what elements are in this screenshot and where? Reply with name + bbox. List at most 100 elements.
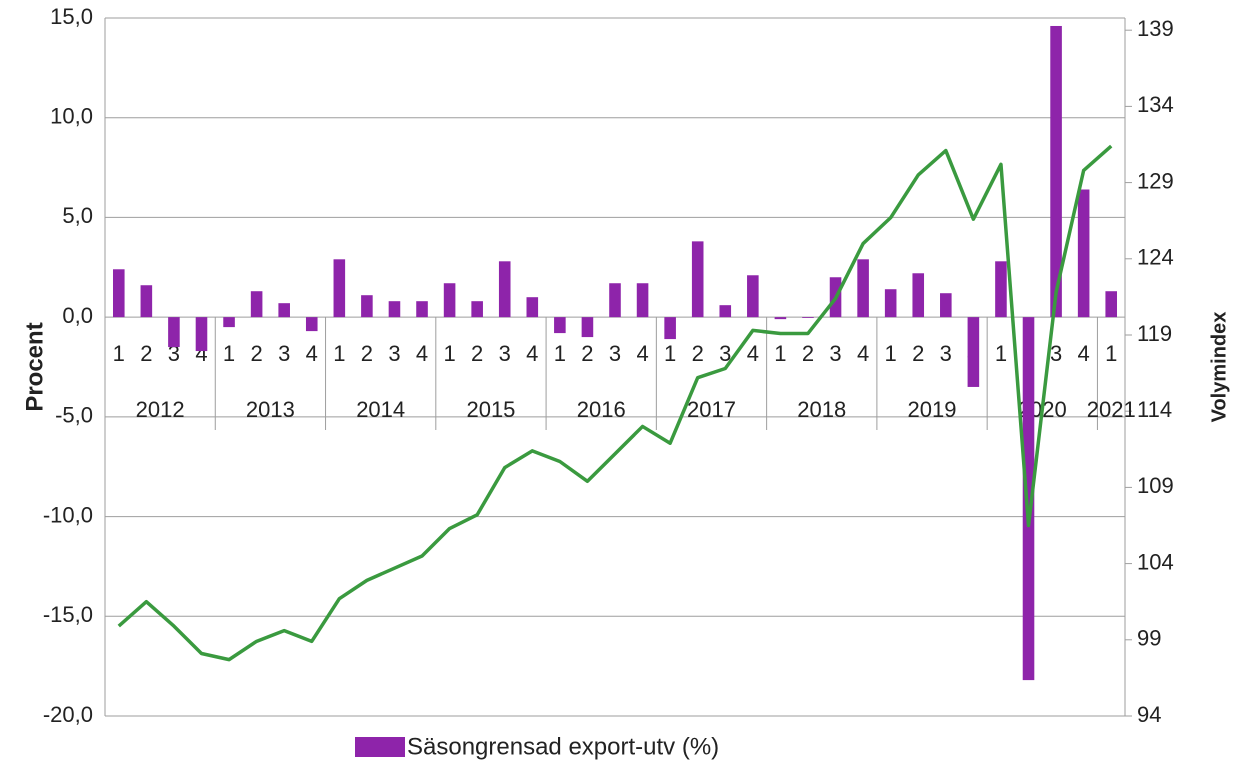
y-tick-label: 5,0 (62, 203, 93, 228)
bar (361, 295, 373, 318)
y2-tick-label: 104 (1137, 549, 1174, 574)
x-tick-label: 1 (223, 341, 235, 366)
bar (223, 317, 235, 328)
x-tick-label: 2 (581, 341, 593, 366)
x-tick-label: 4 (636, 341, 648, 366)
x-group-label: 2014 (356, 397, 405, 422)
y-tick-label: -20,0 (43, 702, 93, 727)
x-tick-label: 2 (912, 341, 924, 366)
x-tick-label: 3 (499, 341, 511, 366)
x-group-label: 2021 (1087, 397, 1136, 422)
x-tick-label: 1 (443, 341, 455, 366)
x-group-label: 2016 (577, 397, 626, 422)
y-tick-label: -15,0 (43, 602, 93, 627)
y2-tick-label: 129 (1137, 168, 1174, 193)
x-tick-label: 3 (168, 341, 180, 366)
y-axis-title: Procent (21, 322, 48, 411)
x-group-label: 2019 (908, 397, 957, 422)
x-group-label: 2012 (136, 397, 185, 422)
y-tick-label: 10,0 (50, 104, 93, 129)
bar (802, 317, 814, 318)
x-tick-label: 3 (719, 341, 731, 366)
x-tick-label: 4 (747, 341, 759, 366)
x-group-label: 2017 (687, 397, 736, 422)
bar (554, 317, 566, 334)
x-tick-label: 2 (361, 341, 373, 366)
legend-swatch (355, 737, 405, 757)
bar (250, 291, 263, 318)
x-tick-label: 2 (471, 341, 483, 366)
x-tick-label: 4 (416, 341, 428, 366)
y2-tick-label: 114 (1137, 397, 1172, 422)
x-tick-label: 1 (113, 341, 125, 366)
bar (416, 301, 428, 318)
bar (967, 317, 980, 387)
y2-tick-label: 94 (1137, 702, 1161, 727)
bar (609, 283, 621, 318)
y2-tick-label: 99 (1137, 626, 1161, 651)
x-tick-label: 1 (664, 341, 676, 366)
bar (581, 317, 594, 338)
x-tick-label: 1 (333, 341, 345, 366)
y2-tick-label: 134 (1137, 92, 1174, 117)
x-tick-label: 4 (306, 341, 318, 366)
x-tick-label: 3 (1050, 341, 1062, 366)
bar (195, 317, 208, 352)
x-tick-label: 1 (774, 341, 786, 366)
bar (471, 301, 483, 318)
bar (443, 283, 456, 318)
y2-tick-label: 119 (1137, 321, 1172, 346)
x-group-label: 2013 (246, 397, 295, 422)
x-tick-label: 4 (1078, 341, 1090, 366)
x-tick-label: 2 (140, 341, 152, 366)
bar (912, 273, 925, 318)
x-tick-label: 1 (885, 341, 897, 366)
y-tick-label: 0,0 (62, 303, 93, 328)
y2-axis-title: Volymindex (1208, 312, 1230, 423)
bar (112, 269, 125, 318)
bar (857, 259, 869, 318)
x-group-label: 2018 (797, 397, 846, 422)
bar (1105, 291, 1118, 318)
y-tick-label: -10,0 (43, 502, 93, 527)
x-tick-label: 1 (995, 341, 1007, 366)
bar (1022, 317, 1035, 681)
bar (526, 297, 539, 318)
bar (719, 305, 732, 318)
bar (388, 301, 401, 318)
bar (747, 275, 759, 318)
bar (168, 317, 180, 348)
x-tick-label: 1 (554, 341, 566, 366)
bar (940, 293, 952, 318)
x-tick-label: 2 (692, 341, 704, 366)
bar (1050, 25, 1062, 318)
bar (498, 261, 511, 318)
x-tick-label: 3 (940, 341, 952, 366)
line (117, 144, 1113, 662)
x-tick-label: 3 (609, 341, 621, 366)
x-tick-label: 2 (802, 341, 814, 366)
x-tick-label: 3 (388, 341, 400, 366)
bar (140, 285, 153, 318)
legend-label: Säsongrensad export-utv (%) (407, 733, 719, 760)
bar (664, 317, 676, 340)
bar (995, 261, 1007, 318)
y2-tick-label: 109 (1137, 473, 1174, 498)
y2-tick-label: 124 (1137, 245, 1174, 270)
bar (1077, 189, 1090, 318)
y-tick-label: 15,0 (50, 4, 93, 29)
y2-tick-label: 139 (1137, 16, 1174, 41)
x-tick-label: 3 (829, 341, 841, 366)
x-tick-label: 2 (250, 341, 262, 366)
bar (278, 303, 290, 318)
x-tick-label: 4 (857, 341, 869, 366)
bar (305, 317, 318, 332)
x-tick-label: 1 (1105, 341, 1117, 366)
bar (774, 317, 787, 320)
bar (691, 241, 704, 318)
y-tick-label: -5,0 (55, 403, 93, 428)
x-group-label: 2015 (466, 397, 515, 422)
x-tick-label: 4 (526, 341, 538, 366)
bar (884, 289, 897, 318)
